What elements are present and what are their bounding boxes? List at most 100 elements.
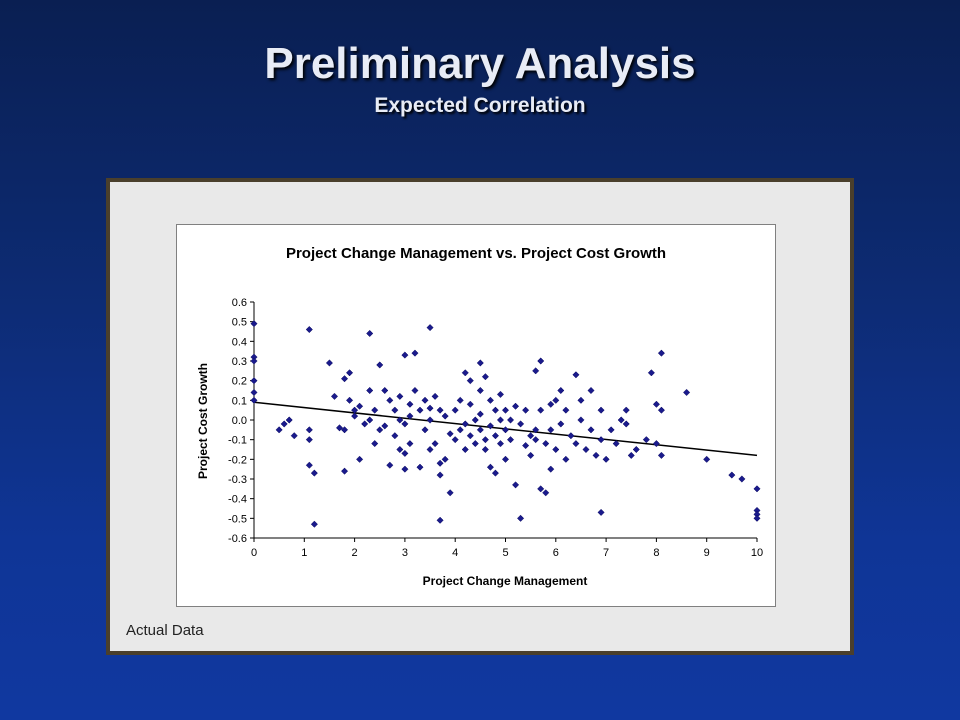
data-point <box>476 359 484 367</box>
data-point <box>401 351 409 359</box>
data-point <box>481 436 489 444</box>
data-point <box>376 426 384 434</box>
data-point <box>627 451 635 459</box>
data-point <box>532 367 540 375</box>
data-point <box>340 467 349 475</box>
data-point <box>481 373 489 381</box>
data-point <box>401 465 409 473</box>
data-point <box>305 436 313 444</box>
data-point <box>421 396 429 404</box>
data-point <box>597 406 605 414</box>
data-point <box>577 396 585 404</box>
data-point <box>466 377 474 385</box>
data-point <box>416 463 424 471</box>
data-point <box>522 442 530 450</box>
data-point <box>471 416 479 424</box>
data-point <box>411 386 419 395</box>
y-tick-label: 0.4 <box>232 336 247 348</box>
data-point <box>542 489 550 497</box>
data-point <box>481 445 489 454</box>
data-point <box>366 416 374 424</box>
data-point <box>657 451 665 459</box>
data-point <box>728 471 736 479</box>
data-point <box>496 440 505 448</box>
data-point <box>527 432 535 440</box>
axes: 0.6 0.5 0.4 0.3 0.2 0.1 0.0 -0.1 -0.2 -0.3 -0.4 -0.… <box>228 297 763 559</box>
data-point <box>476 386 484 395</box>
data-point <box>547 400 555 408</box>
chart-title: Project Change Management vs. Project Co… <box>286 245 666 262</box>
data-point <box>426 445 434 454</box>
data-point <box>356 402 364 410</box>
data-point <box>522 406 530 414</box>
data-point <box>552 396 560 404</box>
x-tick-label: 9 <box>704 547 710 559</box>
data-point <box>396 445 404 454</box>
data-point <box>381 422 389 430</box>
data-point <box>537 485 545 493</box>
data-point <box>476 410 484 418</box>
data-point <box>446 430 454 438</box>
data-point <box>476 426 484 434</box>
x-axis-label: Project Change Management <box>423 574 588 588</box>
data-point <box>738 475 746 483</box>
data-point <box>406 412 414 420</box>
data-point <box>371 406 379 414</box>
data-point <box>436 471 444 479</box>
data-point <box>310 520 318 528</box>
data-point <box>552 445 560 454</box>
y-tick-label: 0.5 <box>232 317 247 329</box>
data-point <box>451 406 459 414</box>
x-tick-label: 1 <box>301 547 307 559</box>
data-point <box>632 445 640 454</box>
data-point <box>703 455 711 463</box>
data-point <box>446 489 454 497</box>
x-tick-label: 4 <box>452 547 458 559</box>
data-point <box>587 426 595 434</box>
data-point <box>361 420 369 428</box>
data-point <box>567 432 575 440</box>
y-tick-label: 0.2 <box>232 376 247 388</box>
data-point <box>517 514 525 522</box>
x-tick-label: 10 <box>751 547 763 559</box>
data-point <box>512 402 520 410</box>
data-point <box>582 445 590 454</box>
data-point <box>351 412 359 420</box>
data-point <box>491 469 499 477</box>
data-point <box>275 426 283 434</box>
y-axis-label: Project Cost Growth <box>196 363 210 479</box>
data-point <box>386 396 394 404</box>
data-point <box>346 369 354 377</box>
data-point <box>657 406 665 414</box>
data-point <box>406 440 414 448</box>
data-point <box>471 440 479 448</box>
y-tick-label: -0.3 <box>228 474 247 486</box>
data-point <box>597 508 605 516</box>
data-point <box>622 406 630 414</box>
data-point <box>250 377 258 385</box>
data-point <box>612 440 620 448</box>
points-layer <box>250 320 761 528</box>
data-point <box>356 455 364 463</box>
data-point <box>285 416 293 424</box>
data-point <box>617 416 625 424</box>
data-point <box>416 406 424 414</box>
data-point <box>371 440 379 448</box>
data-point <box>753 485 761 493</box>
data-point <box>366 386 374 395</box>
slide-title: Preliminary Analysis <box>264 39 696 88</box>
data-point <box>346 396 354 404</box>
data-point <box>396 392 404 400</box>
data-point <box>647 369 655 377</box>
data-point <box>506 436 515 444</box>
data-point <box>501 406 510 414</box>
data-point <box>562 406 570 414</box>
data-point <box>451 436 459 444</box>
data-point <box>250 396 258 404</box>
data-point <box>652 440 660 448</box>
data-point <box>391 432 399 440</box>
data-point <box>431 440 439 448</box>
data-point <box>461 445 469 454</box>
data-point <box>532 436 540 444</box>
data-point <box>250 357 258 365</box>
